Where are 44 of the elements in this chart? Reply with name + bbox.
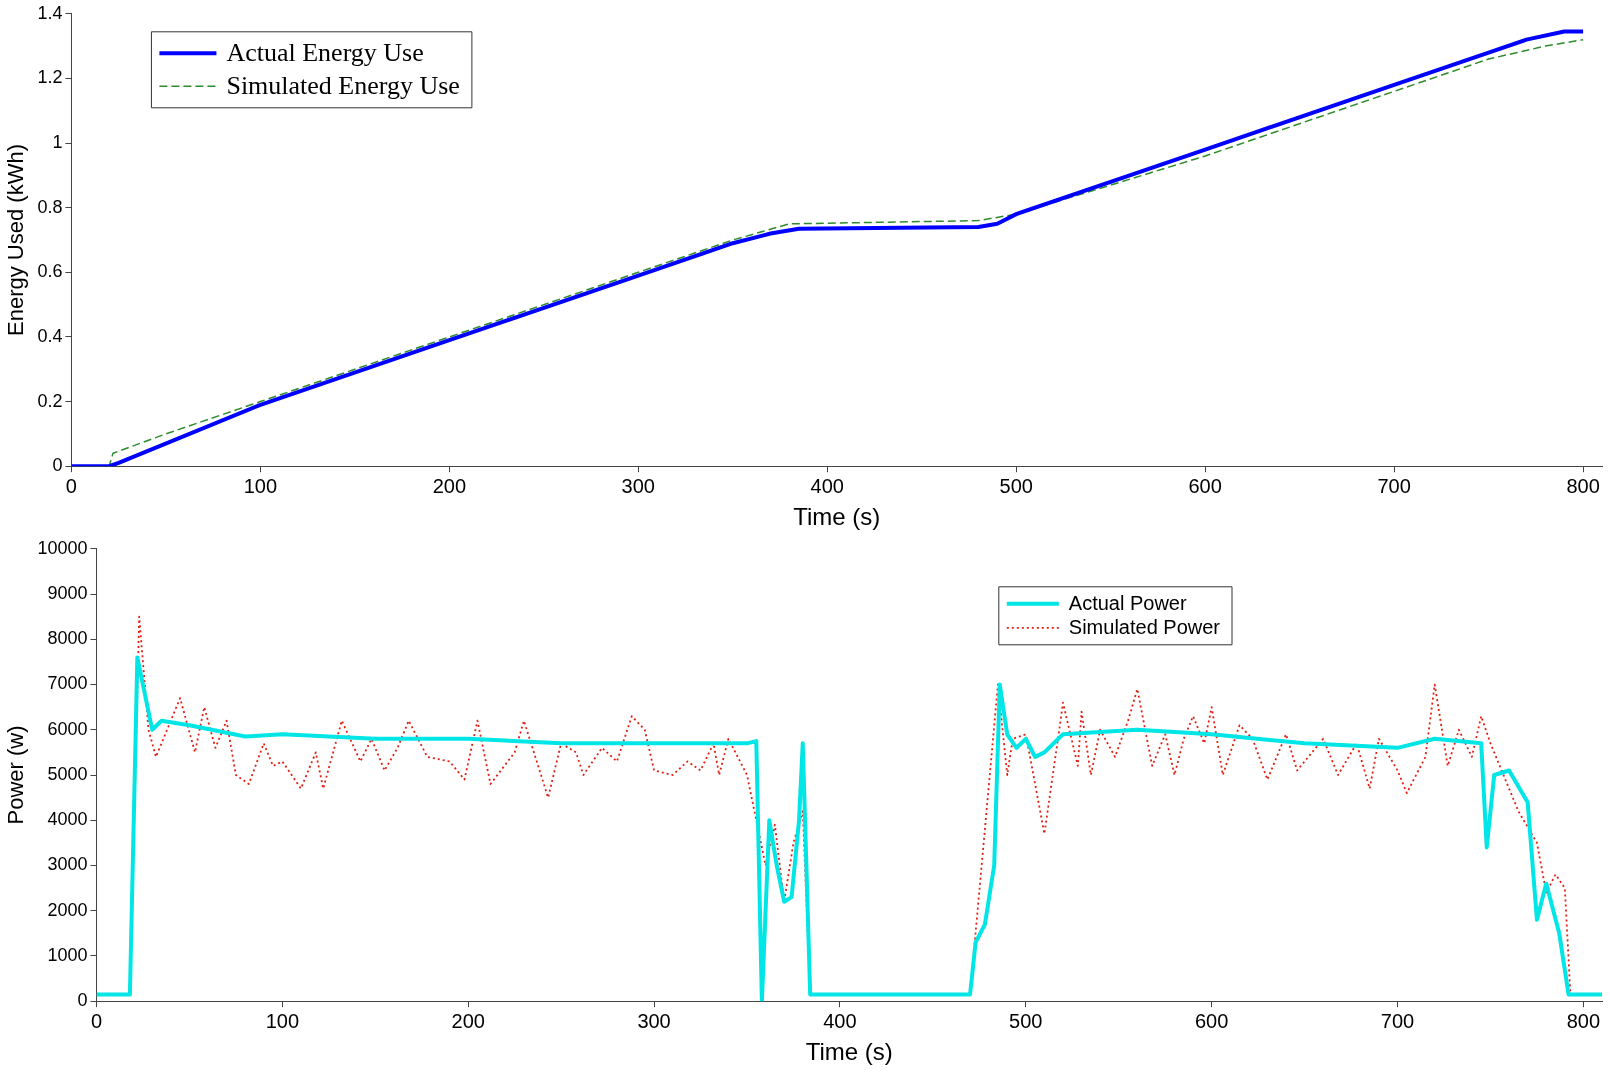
x-tick-label: 500 xyxy=(1009,1009,1043,1032)
x-tick-label: 400 xyxy=(810,474,844,497)
y-tick-label: 6000 xyxy=(47,718,88,739)
y-tick-label: 0.8 xyxy=(37,196,63,217)
y-tick-label: 7000 xyxy=(47,673,88,694)
legend-label: Simulated Power xyxy=(1068,616,1221,639)
legend-label: Simulated Energy Use xyxy=(226,71,460,101)
y-tick-label: 5000 xyxy=(47,763,88,784)
y-tick-label: 10000 xyxy=(37,537,88,558)
x-tick-label: 300 xyxy=(621,474,655,497)
y-axis-title: Power (w) xyxy=(3,725,29,825)
x-axis-title: Time (s) xyxy=(793,503,881,531)
y-tick-label: 1.4 xyxy=(37,2,63,23)
x-axis-title: Time (s) xyxy=(805,1038,893,1066)
legend-label: Actual Power xyxy=(1068,592,1187,615)
x-tick-label: 400 xyxy=(823,1009,857,1032)
y-tick-label: 1 xyxy=(52,132,63,153)
y-tick-label: 2000 xyxy=(47,899,88,920)
x-tick-label: 700 xyxy=(1380,1009,1415,1032)
y-tick-label: 9000 xyxy=(47,583,88,604)
x-tick-label: 700 xyxy=(1377,474,1411,497)
x-tick-label: 0 xyxy=(90,1009,103,1032)
y-tick-label: 3000 xyxy=(47,854,88,875)
x-tick-label: 800 xyxy=(1566,474,1600,497)
y-tick-label: 0 xyxy=(77,990,88,1011)
x-tick-label: 200 xyxy=(451,1009,485,1032)
y-tick-label: 0.4 xyxy=(37,325,63,346)
y-tick-label: 1000 xyxy=(47,944,88,965)
x-tick-label: 200 xyxy=(432,474,467,497)
legend-label: Actual Energy Use xyxy=(226,38,424,68)
y-tick-label: 0.2 xyxy=(37,390,63,411)
x-tick-label: 500 xyxy=(999,474,1033,497)
y-tick-label: 8000 xyxy=(47,628,88,649)
y-tick-label: 1.2 xyxy=(37,67,63,88)
x-tick-label: 600 xyxy=(1194,1009,1229,1032)
x-tick-label: 800 xyxy=(1566,1009,1601,1032)
y-tick-label: 0 xyxy=(52,455,63,476)
x-tick-label: 300 xyxy=(637,1009,671,1032)
y-tick-label: 4000 xyxy=(47,809,88,830)
y-axis-title: Energy Used (kWh) xyxy=(3,144,29,336)
y-tick-label: 0.6 xyxy=(37,261,63,282)
x-tick-label: 600 xyxy=(1188,474,1222,497)
x-tick-label: 100 xyxy=(243,474,278,497)
x-tick-label: 100 xyxy=(265,1009,300,1032)
